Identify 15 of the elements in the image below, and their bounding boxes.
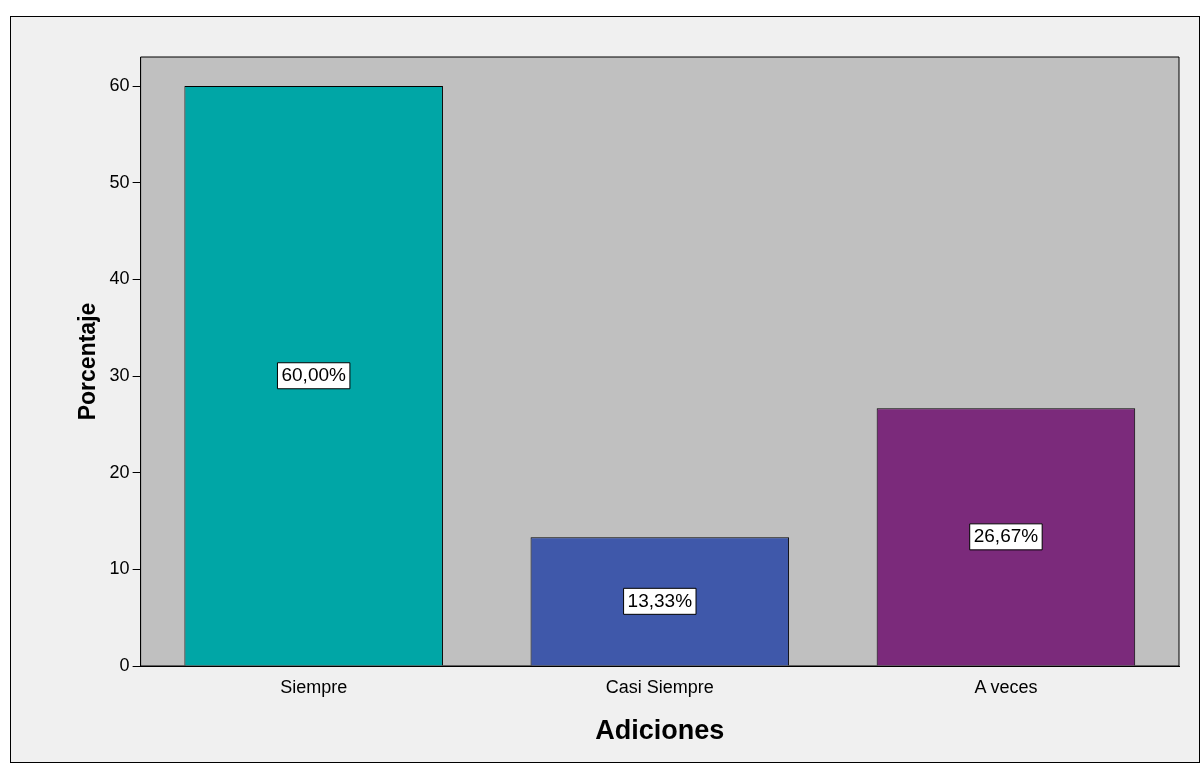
y-axis-title: Porcentaje — [74, 302, 101, 421]
y-tick-label: 40 — [109, 268, 130, 289]
y-tick-label: 50 — [109, 171, 130, 192]
y-tick-label: 30 — [109, 364, 130, 385]
y-tick-label: 0 — [119, 654, 130, 675]
data-label: 26,67% — [973, 525, 1039, 547]
y-tick-label: 10 — [109, 558, 130, 579]
y-tick-label: 60 — [109, 74, 130, 95]
x-tick-label: A veces — [974, 676, 1038, 697]
x-tick-label: Siempre — [280, 676, 348, 697]
x-axis-title: Adiciones — [595, 715, 725, 746]
y-tick-label: 20 — [109, 461, 130, 482]
data-label: 13,33% — [627, 589, 693, 611]
data-label: 60,00% — [281, 363, 346, 385]
x-tick-label: Casi Siempre — [605, 676, 714, 697]
